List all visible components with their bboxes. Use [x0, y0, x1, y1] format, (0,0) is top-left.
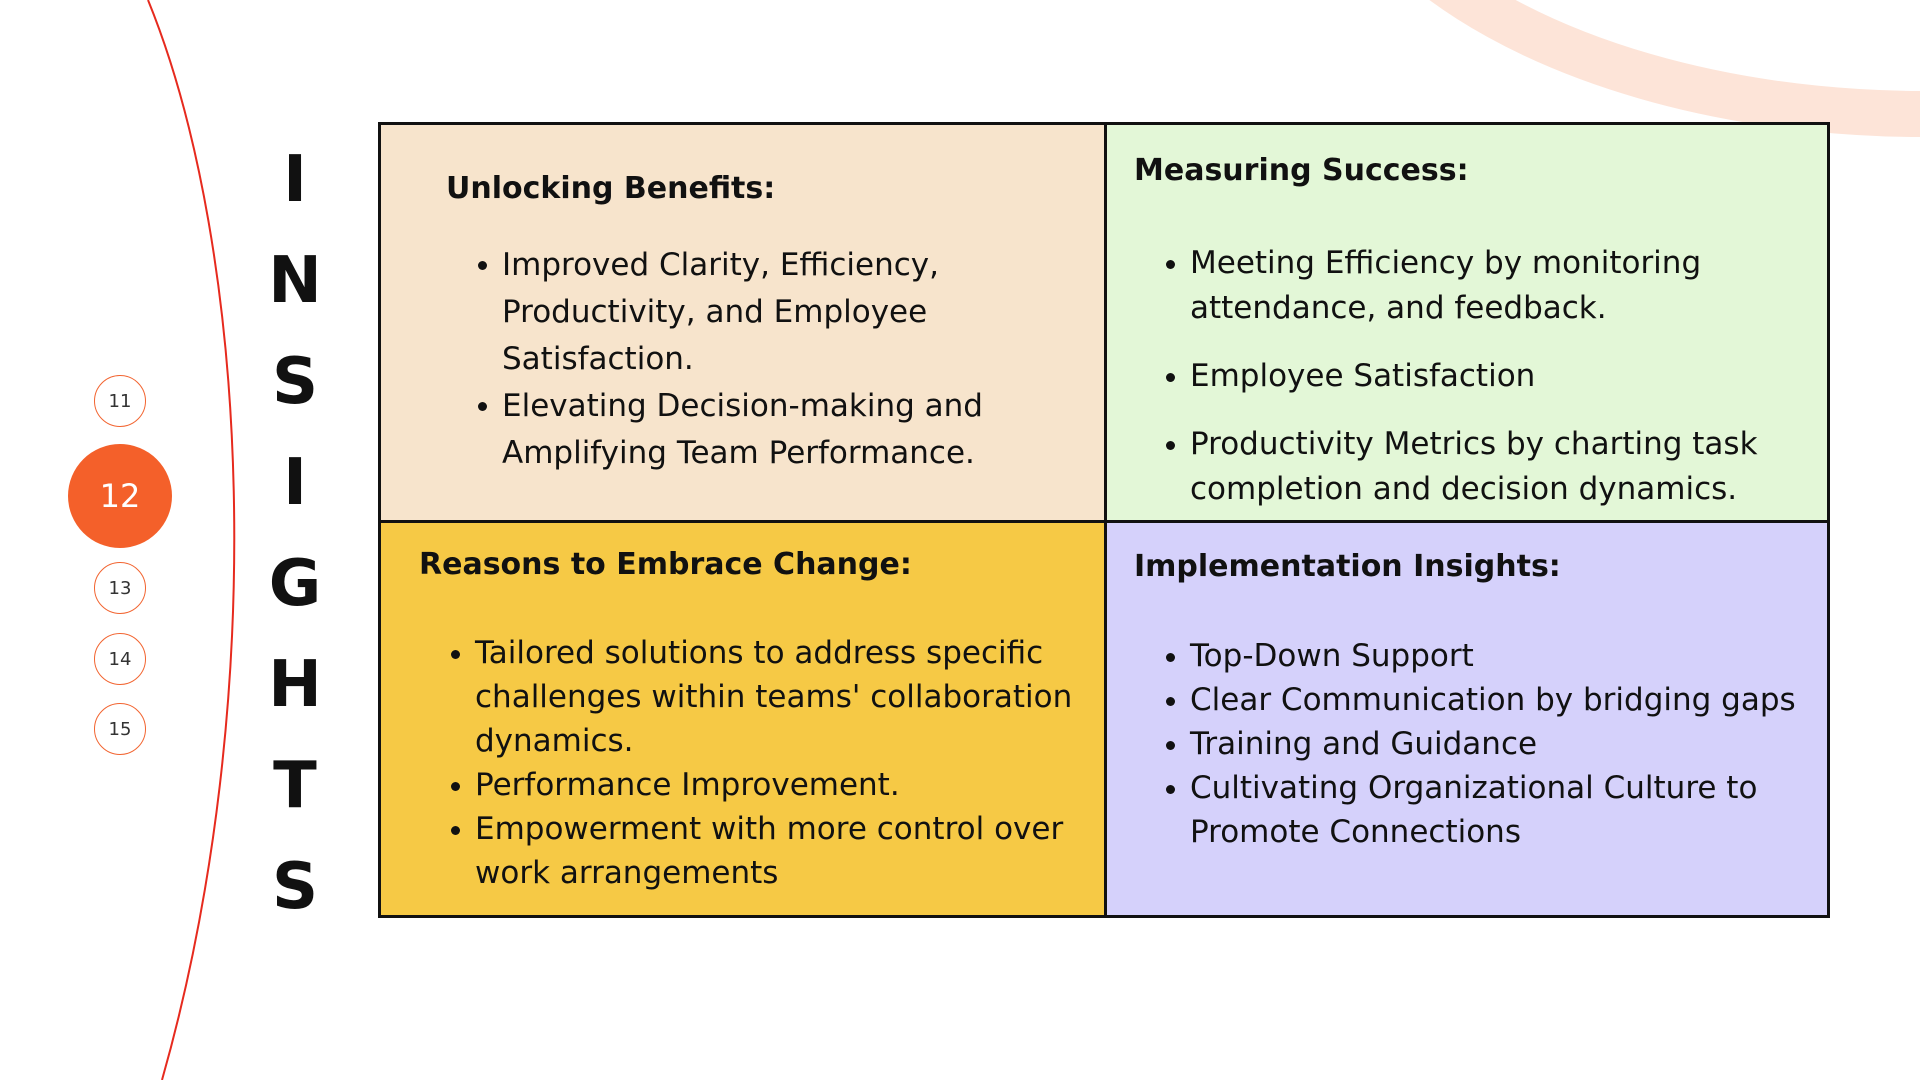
list-item: Meeting Efficiency by monitoring attenda…: [1166, 241, 1820, 331]
quadrant-measuring-success: Measuring Success: Meeting Efficiency by…: [1107, 125, 1827, 523]
page-14-button[interactable]: 14: [94, 633, 146, 685]
list-item: Tailored solutions to address specific c…: [451, 631, 1115, 763]
page-13-button[interactable]: 13: [94, 562, 146, 614]
vertical-title: I N S I G H T S: [255, 130, 335, 938]
title-letter: S: [271, 850, 319, 924]
quadrant-heading: Reasons to Embrace Change:: [419, 547, 912, 582]
quadrant-reasons-to-embrace-change: Reasons to Embrace Change: Tailored solu…: [381, 523, 1107, 915]
list-item: Cultivating Organizational Culture to Pr…: [1166, 766, 1820, 854]
insights-grid: Unlocking Benefits: Improved Clarity, Ef…: [378, 122, 1830, 918]
title-letter: H: [268, 648, 322, 722]
list-item: Performance Improvement.: [451, 763, 1115, 807]
list-item: Top-Down Support: [1166, 634, 1820, 678]
bullet-list: Improved Clarity, Efficiency, Productivi…: [474, 242, 1062, 477]
title-letter: G: [268, 547, 322, 621]
bullet-list: Tailored solutions to address specific c…: [447, 631, 1115, 895]
page-11-button[interactable]: 11: [94, 375, 146, 427]
title-letter: S: [271, 345, 319, 419]
title-letter: I: [283, 446, 307, 520]
bullet-list: Top-Down Support Clear Communication by …: [1162, 634, 1820, 854]
title-letter: T: [273, 749, 317, 823]
list-item: Elevating Decision-making and Amplifying…: [478, 383, 1062, 477]
quadrant-heading: Unlocking Benefits:: [446, 171, 776, 206]
list-item: Empowerment with more control over work …: [451, 807, 1115, 895]
list-item: Employee Satisfaction: [1166, 354, 1820, 399]
list-item: Improved Clarity, Efficiency, Productivi…: [478, 242, 1062, 383]
red-curve-line: [147, 0, 236, 1080]
quadrant-heading: Measuring Success:: [1134, 153, 1469, 188]
list-item: Clear Communication by bridging gaps: [1166, 678, 1820, 722]
list-item: Training and Guidance: [1166, 722, 1820, 766]
page-12-button-current[interactable]: 12: [68, 444, 172, 548]
page-15-button[interactable]: 15: [94, 703, 146, 755]
quadrant-heading: Implementation Insights:: [1134, 549, 1561, 584]
title-letter: N: [268, 244, 322, 318]
bullet-list: Meeting Efficiency by monitoring attenda…: [1162, 241, 1820, 512]
list-item: Productivity Metrics by charting task co…: [1166, 422, 1820, 512]
title-letter: I: [283, 143, 307, 217]
quadrant-unlocking-benefits: Unlocking Benefits: Improved Clarity, Ef…: [381, 125, 1107, 523]
decorative-arc: [1429, 0, 1920, 137]
quadrant-implementation-insights: Implementation Insights: Top-Down Suppor…: [1107, 523, 1827, 915]
